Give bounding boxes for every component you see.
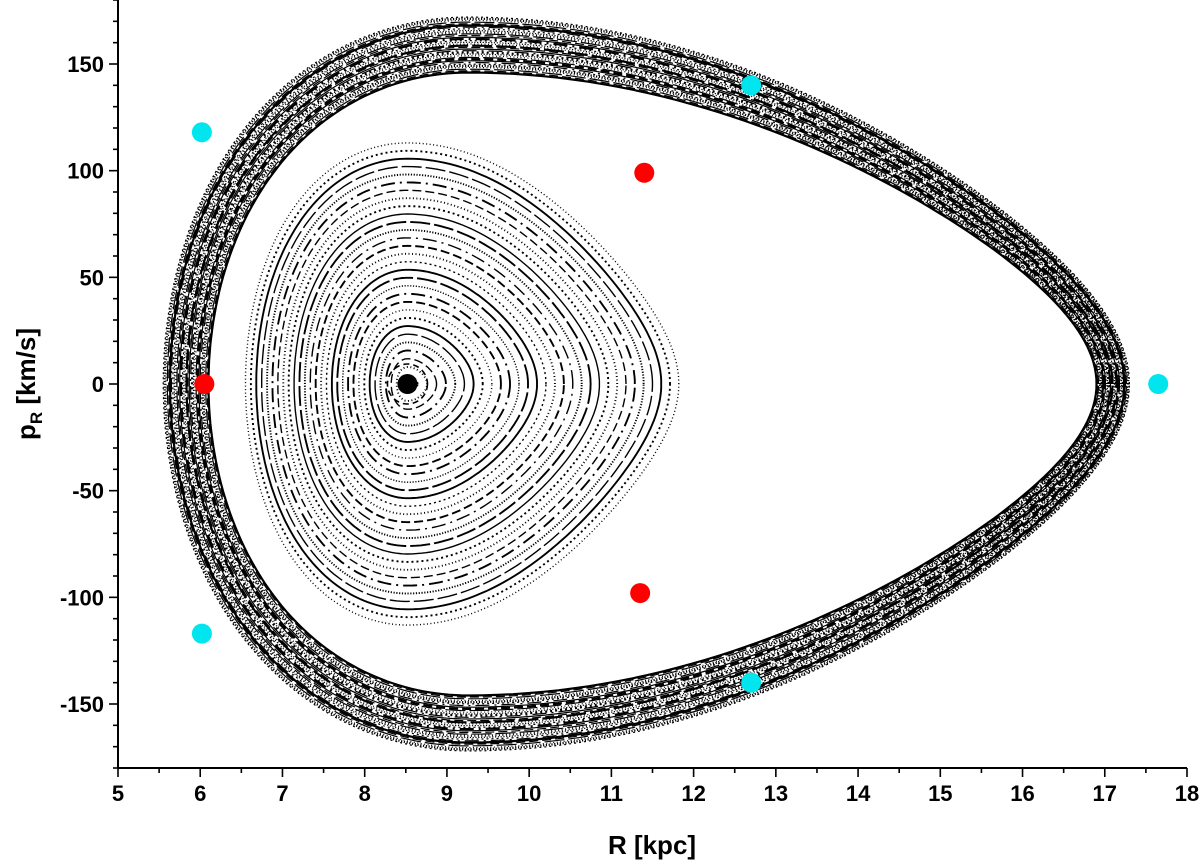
invariant-curve-outer — [183, 41, 1116, 727]
x-tick-label: 6 — [194, 781, 206, 806]
invariant-curve-outer — [206, 70, 1099, 698]
red-periodic-point — [634, 162, 655, 183]
invariant-curve-inner — [330, 268, 538, 500]
invariant-curve-outer — [162, 16, 1131, 752]
invariant-curve-inner — [374, 333, 466, 435]
invariant-curve-inner — [325, 261, 547, 507]
invariant-curve-outer — [185, 44, 1114, 724]
x-tick-label: 16 — [1010, 781, 1034, 806]
invariant-curve-outer — [174, 31, 1122, 737]
invariant-curve-inner — [309, 237, 574, 531]
x-tick-label: 7 — [276, 781, 288, 806]
invariant-curve-outer — [187, 46, 1113, 722]
invariant-curve-inner — [314, 244, 565, 524]
axis-ticks: 5 6 7 8 9 10 11 12 13 14 15 16 17 18 -150 -100 -50 0 50 100… — [60, 0, 1199, 806]
x-tick-label: 5 — [112, 781, 124, 806]
x-tick-label: 13 — [764, 781, 788, 806]
periodic-orbit-markers — [191, 75, 1169, 693]
invariant-curve-inner — [379, 341, 457, 427]
invariant-curve-inner — [261, 165, 654, 603]
invariant-curve-outer — [198, 60, 1105, 708]
y-tick-label: -100 — [60, 585, 104, 610]
invariant-curve-inner — [255, 157, 663, 611]
invariant-curve-outer — [188, 48, 1112, 720]
invariant-curve-inner — [244, 142, 680, 626]
invariant-curve-inner — [303, 228, 583, 540]
invariant-curve-outer — [176, 33, 1121, 735]
invariant-curve-inner — [390, 358, 438, 410]
y-axis-title-units: [km/s] — [11, 328, 41, 412]
x-tick-label: 8 — [359, 781, 371, 806]
invariant-curve-inner — [358, 309, 493, 459]
x-tick-label: 10 — [517, 781, 541, 806]
y-tick-label: 0 — [92, 372, 104, 397]
stable-center-point — [397, 374, 418, 394]
invariant-curve-outer — [203, 66, 1101, 702]
y-axis-title-subscript: R — [27, 412, 46, 424]
invariant-curve-inner — [384, 349, 447, 419]
cyan-periodic-point — [1148, 374, 1169, 394]
y-tick-label: 100 — [67, 159, 104, 184]
invariant-curve-outer — [184, 43, 1115, 725]
invariant-curve-inner — [336, 276, 529, 492]
invariant-curve-inner — [293, 213, 601, 555]
invariant-curve-outer — [170, 26, 1125, 742]
invariant-curve-outer — [181, 39, 1117, 729]
invariant-curve-outer — [165, 19, 1129, 749]
invariant-curve-outer — [196, 57, 1106, 711]
invariant-curve-inner — [395, 366, 429, 402]
invariant-curve-outer — [177, 35, 1120, 733]
x-axis-title: R [kpc] — [608, 830, 696, 860]
invariant-curve-outer — [168, 24, 1126, 744]
x-tick-label: 15 — [928, 781, 952, 806]
y-tick-label: 50 — [80, 265, 104, 290]
y-tick-label: -50 — [72, 479, 104, 504]
invariant-curve-outer — [179, 36, 1119, 732]
invariant-curve-outer — [190, 51, 1110, 717]
cyan-periodic-point — [741, 75, 762, 96]
invariant-curve-outer — [172, 28, 1124, 740]
invariant-curve-outer — [192, 53, 1109, 715]
red-periodic-point — [194, 374, 215, 394]
cyan-periodic-point — [191, 623, 212, 644]
invariant-curve-inner — [352, 300, 502, 468]
y-tick-label: -150 — [60, 692, 104, 717]
x-tick-label: 17 — [1093, 781, 1117, 806]
y-axis-title-main: p — [11, 424, 41, 440]
invariant-curve-inner — [266, 173, 645, 595]
invariant-curve-inner — [249, 149, 671, 619]
cyan-periodic-point — [191, 122, 212, 143]
center-dashed-ring — [386, 363, 429, 405]
cyan-periodic-point — [741, 672, 762, 693]
invariant-curve-outer — [168, 23, 1127, 745]
red-periodic-point — [630, 583, 651, 604]
invariant-curve-inner — [363, 317, 484, 451]
x-tick-label: 12 — [681, 781, 705, 806]
invariant-curve-outer — [173, 29, 1123, 739]
invariant-curve-outer — [163, 17, 1130, 751]
y-axis-title: pR [km/s] — [11, 328, 46, 440]
invariant-curve-inner — [368, 325, 475, 443]
x-tick-label: 11 — [600, 781, 623, 806]
invariant-curve-outer — [205, 68, 1100, 700]
x-tick-label: 9 — [441, 781, 453, 806]
invariant-curve-outer — [179, 37, 1118, 731]
y-tick-label: 150 — [67, 52, 104, 77]
invariant-curve-inner — [320, 252, 556, 516]
invariant-curve-inner — [271, 181, 636, 587]
invariant-curve-outer — [189, 50, 1111, 718]
invariant-curve-inner — [347, 292, 511, 476]
x-tick-label: 18 — [1175, 781, 1199, 806]
invariant-curve-outer — [199, 61, 1104, 707]
invariant-curve-inner — [342, 285, 520, 483]
x-tick-label: 14 — [846, 781, 871, 806]
invariant-curves — [162, 16, 1131, 752]
